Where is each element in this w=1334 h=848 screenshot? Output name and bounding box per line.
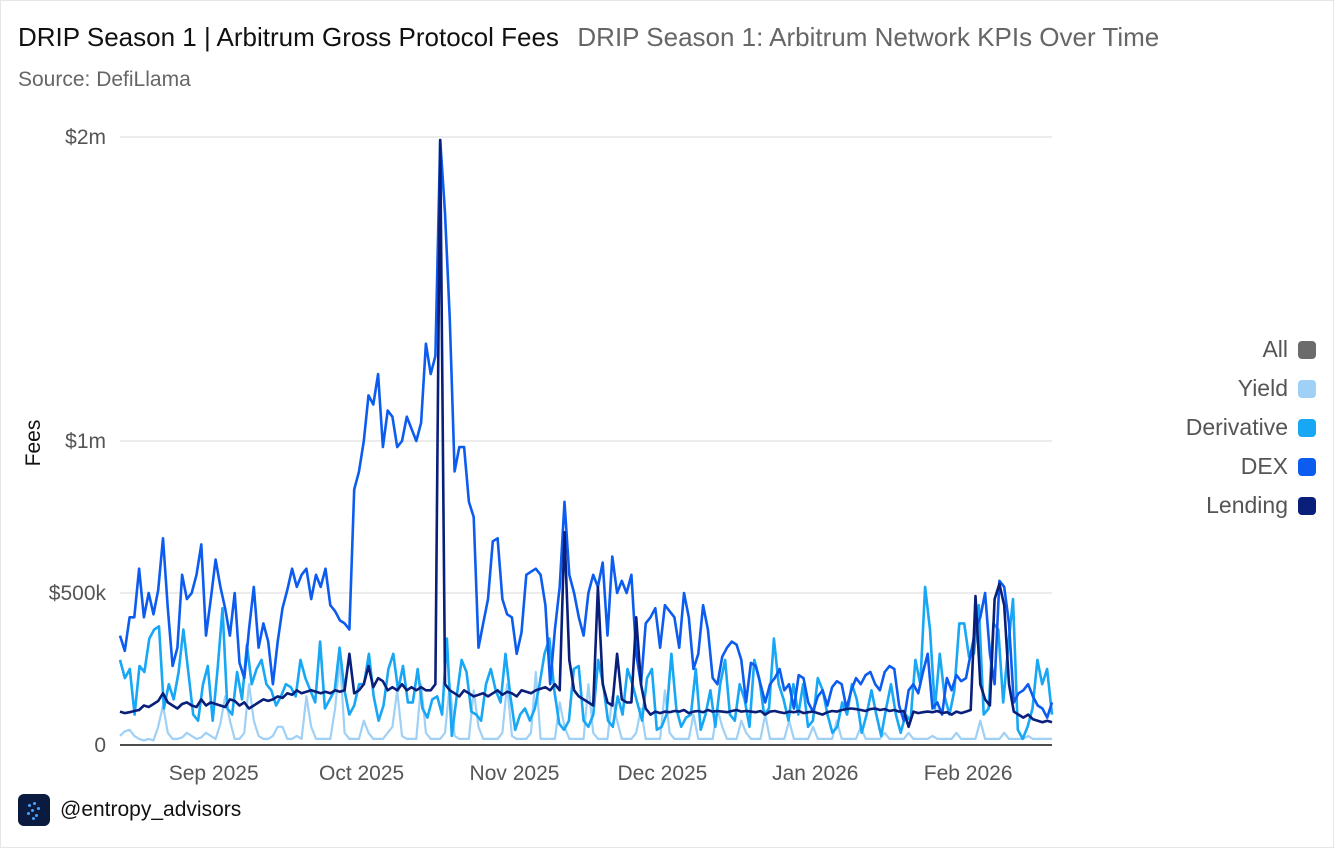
y-tick-label: $1m xyxy=(65,430,106,453)
legend-swatch xyxy=(1298,457,1316,476)
legend-item-derivative[interactable]: Derivative xyxy=(1186,408,1316,447)
legend-item-all[interactable]: All xyxy=(1186,330,1316,369)
legend-swatch xyxy=(1298,340,1316,359)
legend-item-yield[interactable]: Yield xyxy=(1186,369,1316,408)
series-line-yield[interactable] xyxy=(119,658,1052,742)
series-line-dex[interactable] xyxy=(118,138,1054,723)
legend-label: DEX xyxy=(1240,453,1288,479)
x-tick-label: Dec 2025 xyxy=(617,762,707,785)
legend: All Yield Derivative DEX Lending xyxy=(1186,330,1316,525)
x-tick-label: Jan 2026 xyxy=(772,762,858,785)
y-tick-label: $2m xyxy=(65,126,106,149)
legend-item-lending[interactable]: Lending xyxy=(1186,486,1316,525)
chart-subtitle: DRIP Season 1: Arbitrum Network KPIs Ove… xyxy=(577,22,1160,52)
x-tick-label: Feb 2026 xyxy=(924,762,1013,785)
legend-swatch xyxy=(1298,379,1316,398)
entropy-logo-icon xyxy=(18,794,50,826)
brand-handle: @entropy_advisors xyxy=(60,798,242,821)
legend-label: Lending xyxy=(1206,492,1288,518)
x-tick-label: Oct 2025 xyxy=(319,762,404,785)
x-tick-label: Sep 2025 xyxy=(169,762,259,785)
y-tick-label: 0 xyxy=(94,734,106,757)
y-tick-label: $500k xyxy=(49,582,107,605)
chart-title: DRIP Season 1 | Arbitrum Gross Protocol … xyxy=(18,22,559,52)
legend-swatch xyxy=(1298,418,1316,437)
chart-source: Source: DefiLlama xyxy=(18,68,191,91)
y-axis-title: Fees xyxy=(22,420,45,467)
legend-label: All xyxy=(1262,336,1288,362)
legend-label: Derivative xyxy=(1185,414,1288,440)
legend-label: Yield xyxy=(1237,375,1288,401)
series-line-derivative[interactable] xyxy=(118,585,1054,741)
legend-item-dex[interactable]: DEX xyxy=(1186,447,1316,486)
legend-swatch xyxy=(1298,496,1316,515)
x-tick-label: Nov 2025 xyxy=(470,762,560,785)
chart-header: DRIP Season 1 | Arbitrum Gross Protocol … xyxy=(18,22,1159,53)
series-line-lending[interactable] xyxy=(119,138,1053,729)
brand: @entropy_advisors xyxy=(18,794,241,826)
